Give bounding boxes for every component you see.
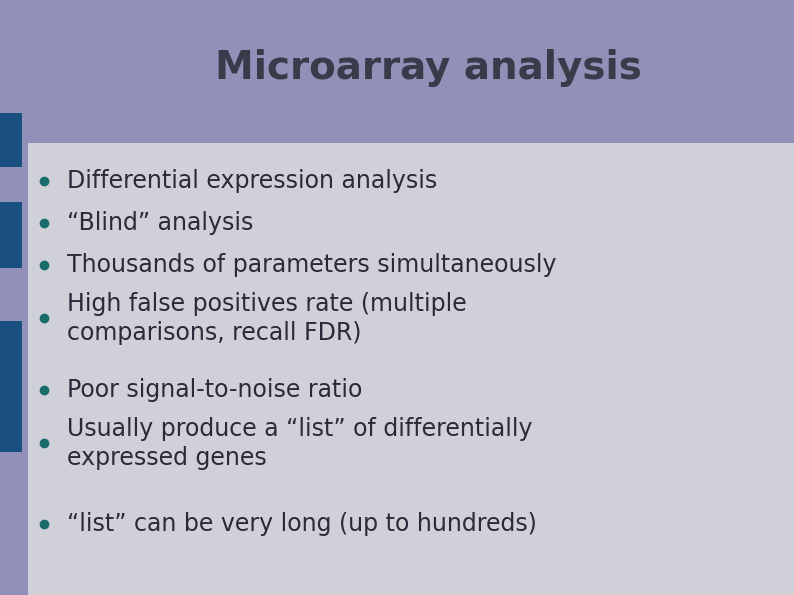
Text: Differential expression analysis: Differential expression analysis [67,170,437,193]
Text: Usually produce a “list” of differentially
expressed genes: Usually produce a “list” of differential… [67,417,533,469]
Text: Thousands of parameters simultaneously: Thousands of parameters simultaneously [67,253,557,277]
Bar [28,143,794,595]
Bar [0,321,22,452]
Text: Poor signal-to-noise ratio: Poor signal-to-noise ratio [67,378,363,402]
Bar [0,113,22,167]
Text: “Blind” analysis: “Blind” analysis [67,211,254,235]
Text: High false positives rate (multiple
comparisons, recall FDR): High false positives rate (multiple comp… [67,292,467,345]
Bar [0,202,22,268]
Text: “list” can be very long (up to hundreds): “list” can be very long (up to hundreds) [67,512,538,536]
Text: Microarray analysis: Microarray analysis [215,49,642,87]
